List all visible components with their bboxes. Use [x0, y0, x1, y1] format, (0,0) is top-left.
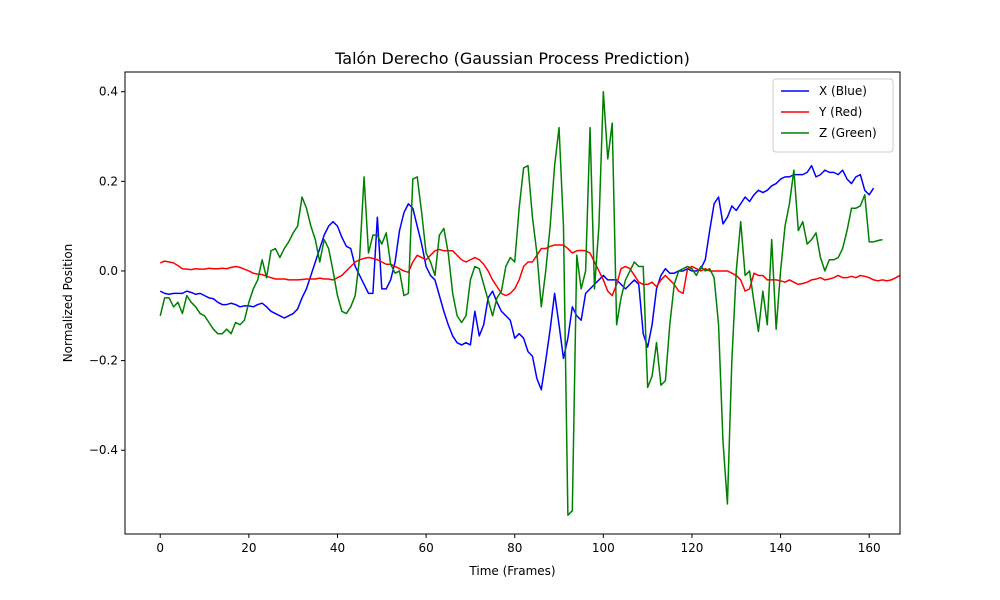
x-tick-label: 140: [769, 541, 792, 555]
x-tick-label: 60: [418, 541, 433, 555]
x-tick-label: 80: [507, 541, 522, 555]
x-tick-label: 100: [592, 541, 615, 555]
legend-label-2: Z (Green): [819, 126, 877, 140]
legend-label-1: Y (Red): [818, 105, 862, 119]
axes-frame: [124, 71, 901, 535]
y-axis-title: Normalized Position: [61, 244, 75, 363]
x-tick-label: 160: [858, 541, 881, 555]
legend: X (Blue) Y (Red) Z (Green): [772, 78, 894, 153]
legend-label-0: X (Blue): [819, 84, 867, 98]
x-tick-label: 0: [156, 541, 164, 555]
series-line-0: [159, 164, 875, 391]
x-tick-label: 120: [681, 541, 704, 555]
plot-area: [159, 90, 901, 516]
x-tick-label: 20: [241, 541, 256, 555]
y-tick-label: 0.2: [99, 174, 118, 188]
x-tick-label: 40: [330, 541, 345, 555]
x-axis-title: Time (Frames): [468, 564, 555, 578]
y-axis: −0.4 −0.2 0.0 0.2 0.4: [89, 85, 125, 457]
series-line-1: [159, 244, 901, 297]
series-line-2: [159, 90, 883, 516]
x-axis: 0 20 40 60 80 100 120 140 160: [156, 534, 881, 555]
y-tick-label: 0.4: [99, 85, 118, 99]
y-tick-label: −0.4: [89, 443, 118, 457]
y-tick-label: 0.0: [99, 264, 118, 278]
y-tick-label: −0.2: [89, 354, 118, 368]
chart-title: Talón Derecho (Gaussian Process Predicti…: [334, 49, 690, 68]
